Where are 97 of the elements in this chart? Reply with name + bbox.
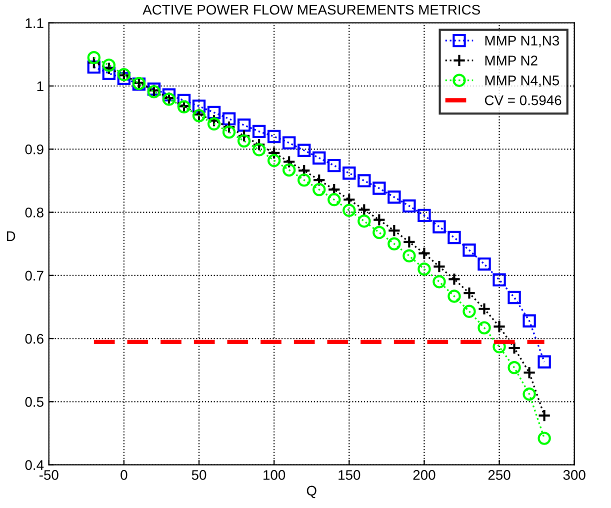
x-tick-label: 50 xyxy=(192,470,206,480)
point xyxy=(102,66,116,80)
point xyxy=(538,432,551,445)
y-axis-title: D xyxy=(6,231,16,241)
point xyxy=(358,214,371,228)
point xyxy=(388,224,401,238)
x-axis-title: Q xyxy=(306,486,316,498)
point xyxy=(402,235,416,249)
point xyxy=(222,125,236,139)
point xyxy=(462,304,476,318)
legend-label: MMP N4,N5 xyxy=(485,76,560,87)
legend-label: MMP N1,N3 xyxy=(485,36,560,48)
y-tick-label: 1.1 xyxy=(26,18,44,28)
x-tick-label: 200 xyxy=(413,470,436,480)
point xyxy=(462,244,476,257)
point xyxy=(267,146,281,160)
point xyxy=(522,388,536,401)
point xyxy=(538,408,551,422)
point xyxy=(237,134,251,148)
point xyxy=(522,366,536,380)
point xyxy=(418,208,431,222)
chart-title: ACTIVE POWER FLOW MEASUREMENTS METRICS xyxy=(142,4,480,15)
point xyxy=(312,182,326,196)
point xyxy=(432,260,446,274)
point xyxy=(388,190,401,204)
point xyxy=(252,143,266,156)
x-tick-label: -50 xyxy=(39,470,58,480)
point xyxy=(282,155,296,168)
point xyxy=(478,321,491,334)
point xyxy=(192,100,206,113)
point xyxy=(388,237,401,250)
point xyxy=(267,130,281,144)
point xyxy=(522,314,536,328)
point xyxy=(328,158,341,172)
y-tick-label: 0.7 xyxy=(25,270,44,281)
point xyxy=(462,286,476,300)
point xyxy=(222,112,236,126)
point xyxy=(478,257,491,271)
point xyxy=(222,120,236,134)
point xyxy=(298,173,311,187)
point xyxy=(402,249,416,262)
point xyxy=(342,204,356,217)
point xyxy=(298,144,311,157)
y-tick-label: 0.4 xyxy=(25,460,44,470)
point xyxy=(358,174,371,188)
point xyxy=(102,58,116,72)
point xyxy=(448,230,461,244)
point xyxy=(252,138,266,152)
point xyxy=(207,114,221,128)
point xyxy=(492,320,506,334)
point xyxy=(402,199,416,213)
point xyxy=(508,360,521,374)
x-tick-label: 300 xyxy=(563,470,586,480)
point xyxy=(237,129,251,142)
y-tick-label: 0.8 xyxy=(25,208,44,218)
point xyxy=(448,272,461,286)
point xyxy=(252,124,266,138)
y-tick-label: 0.5 xyxy=(25,397,44,407)
point xyxy=(492,273,506,286)
point xyxy=(282,136,296,150)
point xyxy=(207,106,221,120)
point xyxy=(432,275,446,288)
legend-label: MMP N2 xyxy=(485,56,538,66)
point xyxy=(328,193,341,206)
point xyxy=(87,56,101,70)
x-tick-label: 250 xyxy=(488,470,510,480)
point xyxy=(538,355,551,369)
point xyxy=(418,262,431,276)
point xyxy=(87,60,101,74)
point xyxy=(432,220,446,234)
point xyxy=(162,88,176,102)
point xyxy=(448,290,461,303)
point xyxy=(508,341,521,355)
point xyxy=(87,50,101,64)
point xyxy=(358,203,371,216)
x-tick-label: 0 xyxy=(120,470,128,480)
point xyxy=(298,164,311,178)
point xyxy=(418,246,431,260)
point xyxy=(342,166,356,180)
point xyxy=(478,302,491,316)
x-tick-label: 100 xyxy=(264,470,286,480)
point xyxy=(117,72,131,86)
point xyxy=(267,154,281,168)
point xyxy=(312,151,326,165)
point xyxy=(207,117,221,130)
point xyxy=(282,163,296,177)
y-tick-label: 0.6 xyxy=(25,334,44,344)
x-tick-label: 150 xyxy=(338,470,360,480)
point xyxy=(237,118,251,132)
point xyxy=(372,213,386,226)
point xyxy=(312,173,326,187)
point xyxy=(372,226,386,240)
legend-label: CV = 0.5946 xyxy=(484,95,562,106)
point xyxy=(372,182,386,195)
y-tick-label: 0.9 xyxy=(25,144,44,154)
point xyxy=(508,290,521,304)
y-tick-label: 1 xyxy=(37,81,44,92)
